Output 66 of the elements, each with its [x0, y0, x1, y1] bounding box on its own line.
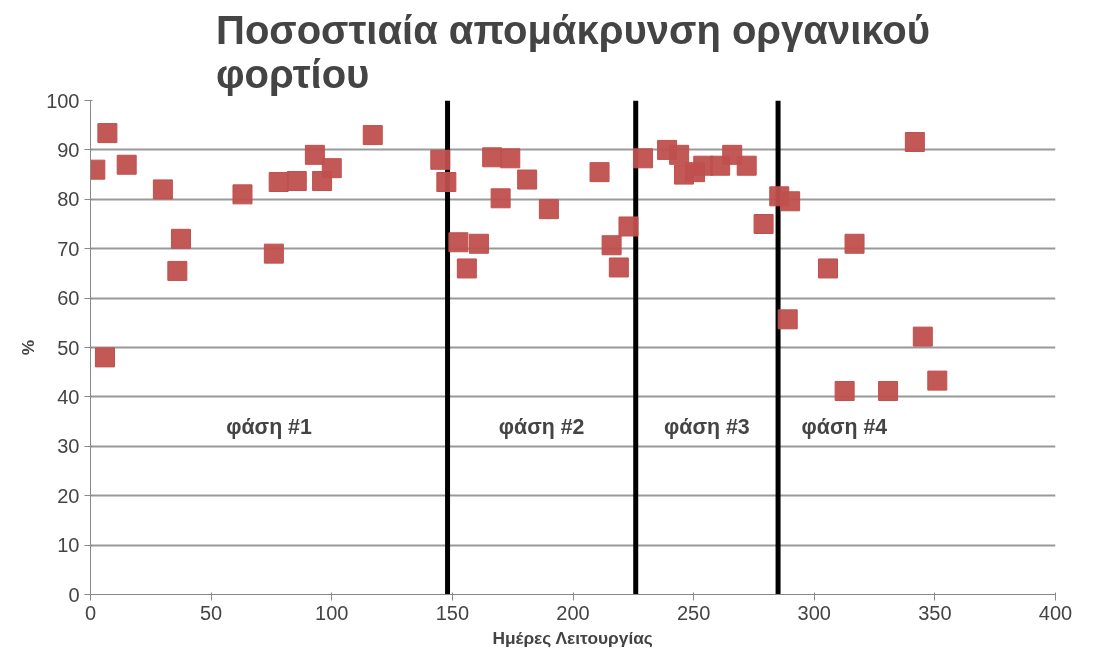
point	[736, 155, 757, 176]
point	[618, 216, 639, 237]
annotation: φάση #2	[498, 414, 585, 439]
point	[818, 258, 838, 279]
x-tick-label: 100	[315, 601, 349, 624]
y-axis-title: %	[18, 339, 39, 356]
x-tick-label: 250	[676, 601, 711, 624]
y-tick-label: 80	[57, 188, 80, 211]
y-tick-label: 10	[57, 534, 80, 557]
point	[97, 123, 118, 144]
x-tick-label: 350	[918, 601, 952, 624]
point	[834, 380, 855, 401]
point	[321, 158, 342, 179]
point	[286, 171, 307, 192]
y-tick-label: 50	[57, 336, 80, 359]
x-tick-label: 150	[435, 601, 470, 624]
point	[436, 172, 457, 193]
point	[844, 233, 865, 254]
x-axis-title: Ημέρες Λειτουργίας	[492, 627, 653, 648]
point	[152, 179, 173, 200]
y-tick-label: 70	[57, 237, 80, 260]
y-tick-label: 60	[57, 287, 80, 310]
point	[94, 347, 115, 368]
point	[669, 144, 690, 165]
point	[878, 380, 899, 401]
point	[927, 370, 948, 391]
point	[608, 257, 629, 278]
point	[904, 132, 925, 152]
y-tick-label: 0	[68, 583, 80, 606]
y-tick-label: 30	[57, 435, 80, 458]
annotation: φάση #3	[664, 414, 750, 439]
annotation: φάση #4	[801, 414, 888, 439]
point	[116, 154, 137, 175]
point	[170, 228, 191, 249]
point	[448, 232, 469, 253]
x-tick-label: 0	[84, 601, 97, 624]
point	[362, 125, 383, 146]
point	[912, 326, 933, 347]
x-tick-label: 200	[556, 601, 590, 624]
point	[517, 169, 538, 190]
y-tick-label: 40	[57, 385, 80, 408]
point	[468, 233, 489, 254]
point	[538, 199, 559, 220]
point	[268, 172, 289, 193]
point	[601, 235, 622, 256]
point	[490, 188, 511, 209]
point	[456, 258, 477, 279]
point	[632, 148, 653, 169]
y-tick-label: 100	[46, 89, 80, 112]
x-tick-label: 400	[1038, 601, 1073, 624]
point	[232, 184, 253, 205]
point	[430, 149, 451, 170]
point	[777, 309, 798, 330]
point	[263, 243, 284, 264]
x-tick-label: 50	[200, 601, 223, 624]
point	[167, 260, 188, 281]
point	[753, 214, 774, 234]
y-tick-label: 20	[57, 484, 80, 507]
x-tick-label: 300	[797, 601, 831, 624]
y-tick-label: 90	[57, 138, 80, 161]
point	[304, 144, 325, 165]
point	[780, 191, 801, 212]
chart-title: Ποσοστιαία απομάκρυνση οργανικού φορτίου	[216, 7, 931, 96]
annotation: φάση #1	[226, 414, 312, 439]
point	[589, 162, 610, 183]
point	[500, 148, 521, 169]
